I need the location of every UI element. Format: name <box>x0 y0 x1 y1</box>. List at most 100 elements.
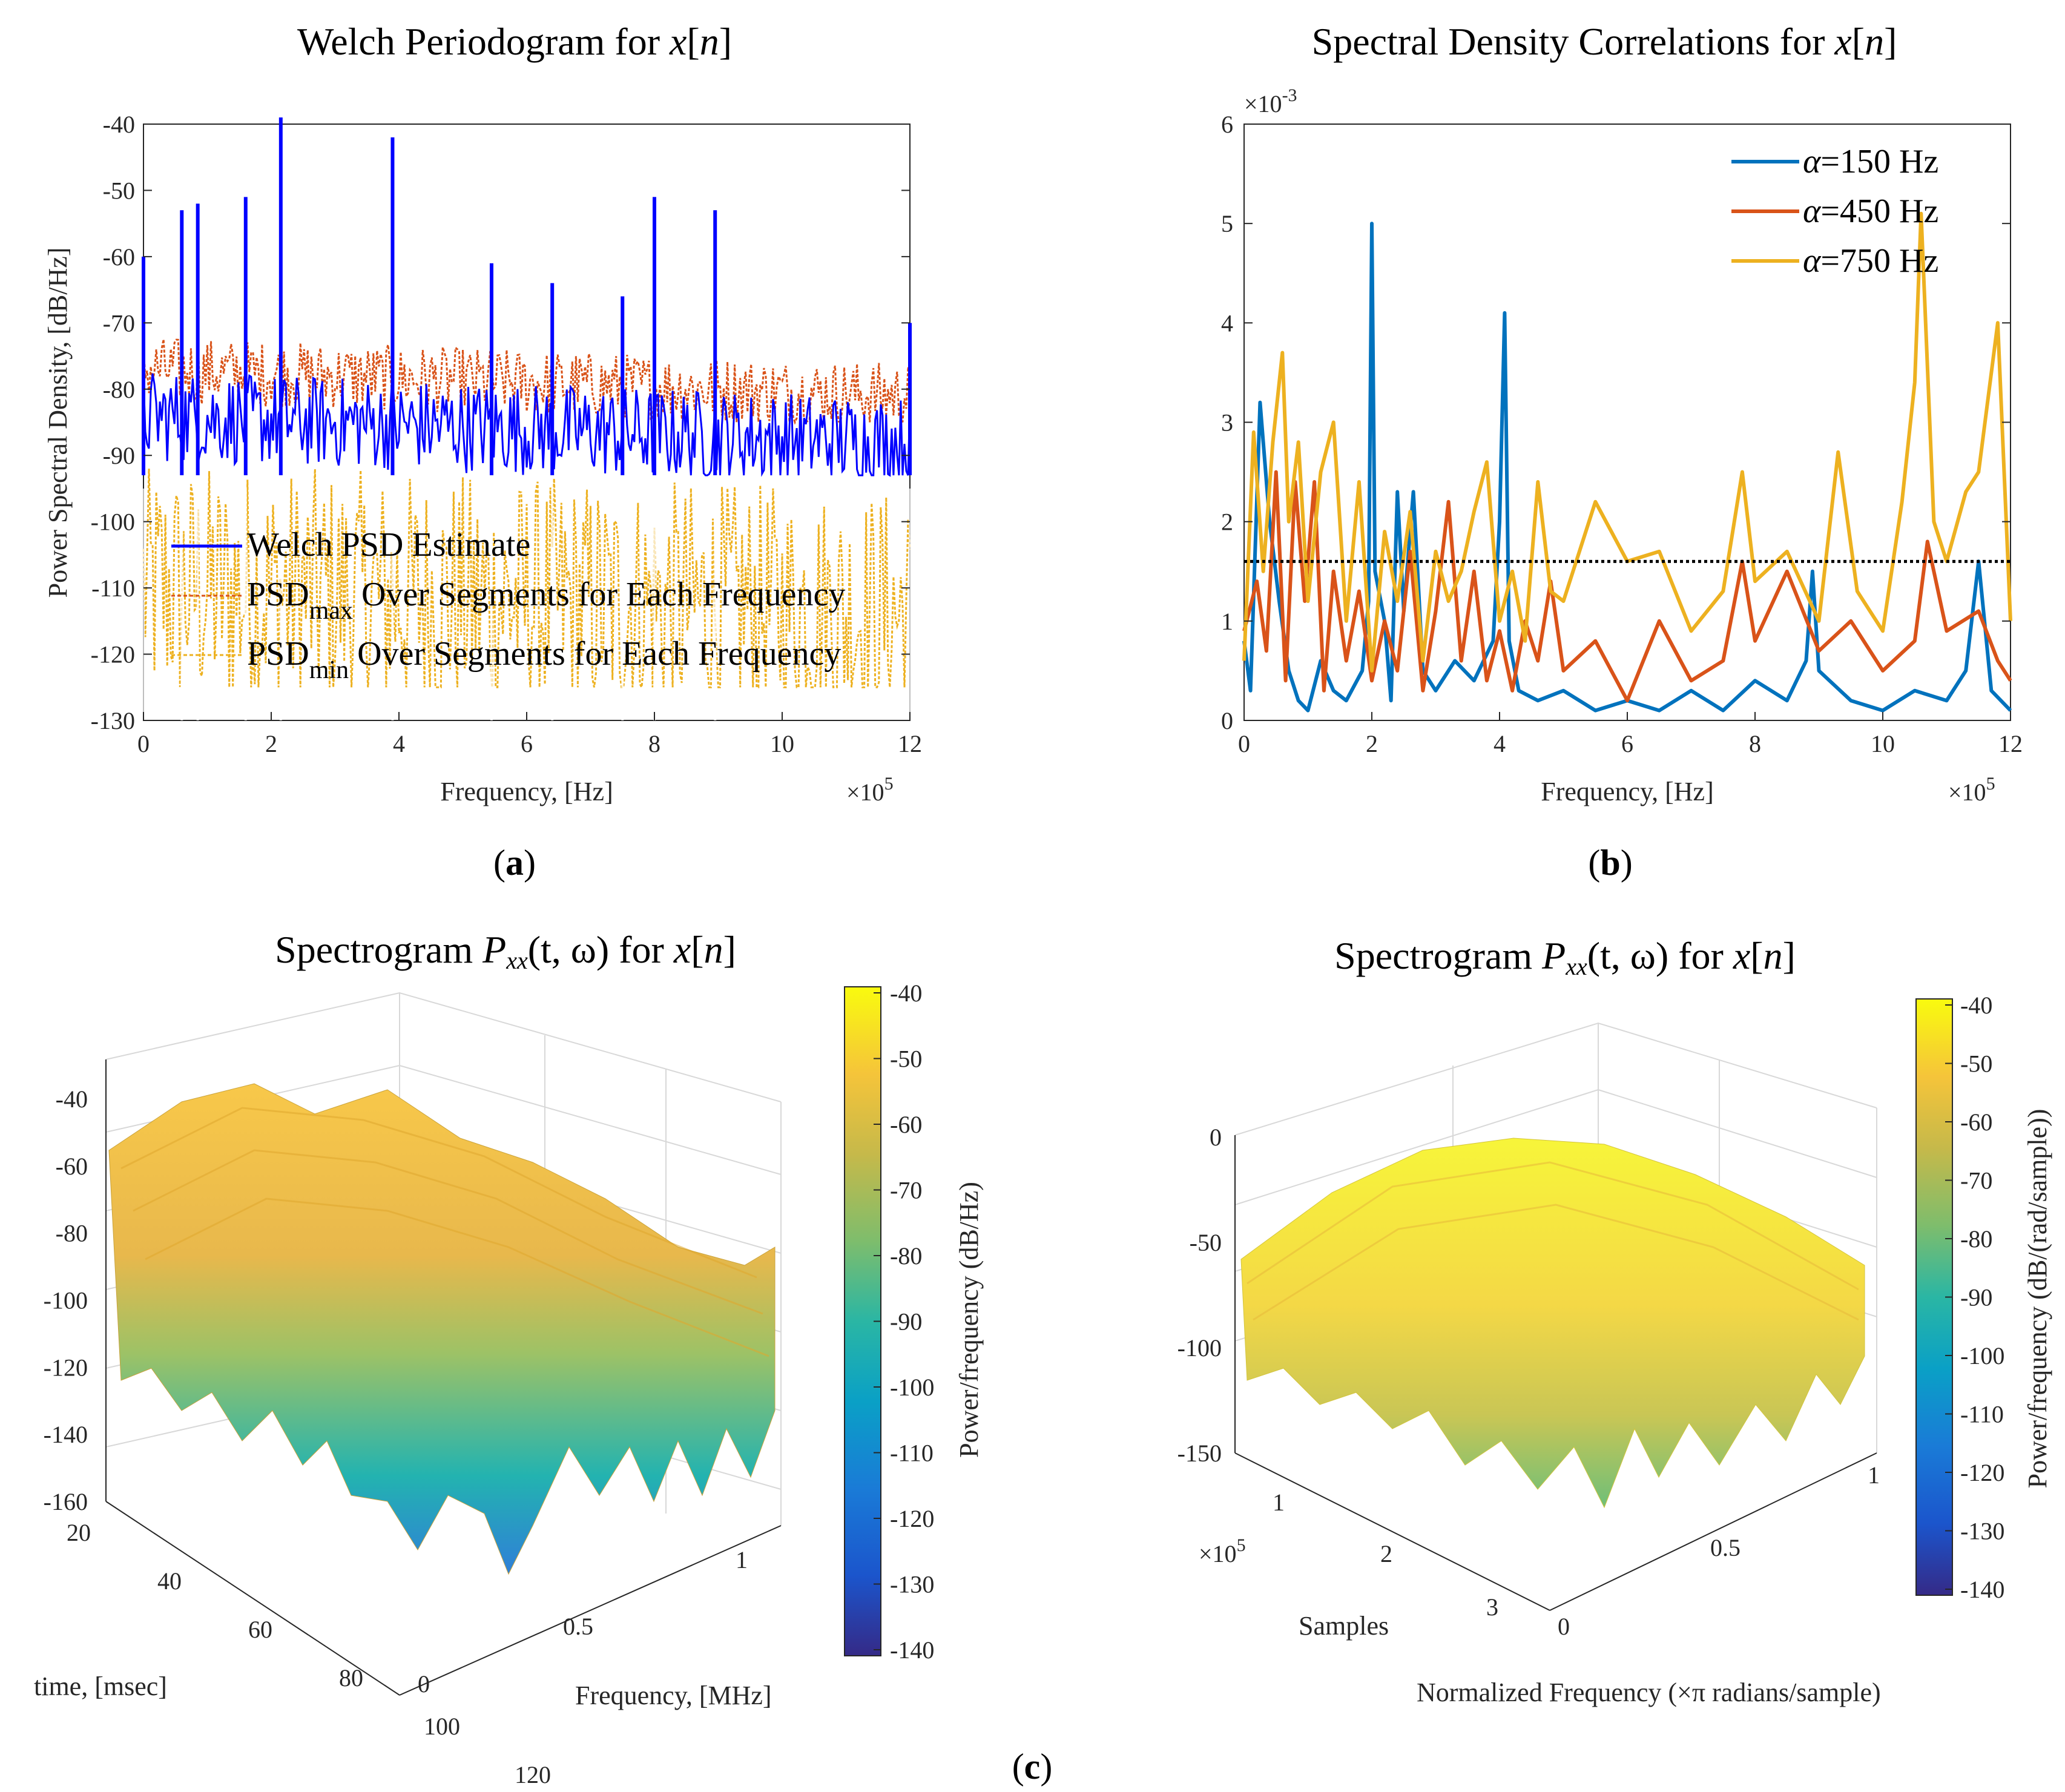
panel-c-left-colorbar-tick-label: -140 <box>890 1636 934 1664</box>
panel-c-left-ztick-label: -80 <box>56 1220 88 1247</box>
panel-c-left: Spectrogram Pxx(t, ω) for x[n] <box>34 928 984 1788</box>
panel-a-data <box>142 117 912 720</box>
psd-min-series <box>142 469 911 691</box>
panel-b-xtick-label: 2 <box>1366 730 1378 757</box>
legend-b-label: α=150 Hz <box>1803 143 1938 180</box>
panel-c-right-axes <box>1234 1135 1877 1611</box>
panel-c-right-ztick-label: 0 <box>1210 1124 1222 1151</box>
panel-c-right-colorbar-tick-label: -80 <box>1960 1225 1992 1253</box>
panel-a-xtick-label: 4 <box>393 730 405 757</box>
panel-c-left-colorbar-tick-label: -100 <box>890 1374 934 1401</box>
panel-a-ytick-label: -120 <box>91 641 135 668</box>
panel-c-left-ztick-label: -120 <box>44 1354 88 1381</box>
panel-a-ytick-label: -100 <box>91 509 135 536</box>
panel-a-ytick-label: -90 <box>103 442 135 469</box>
panel-c-left-xtick-label: 40 <box>157 1567 182 1595</box>
psd-max-series <box>142 338 911 425</box>
panel-b-xlabel: Frequency, [Hz] <box>1541 777 1713 806</box>
panel-c-right-colorbar-tick-label: -110 <box>1960 1401 2004 1428</box>
panel-c-left-ztick-label: -60 <box>56 1153 88 1180</box>
panel-c-right-colorbar-label: Power/frequency (dB/(rad/sample)) <box>2023 1109 2052 1489</box>
panel-c-right-colorbar-tick-label: -60 <box>1960 1108 1992 1136</box>
panel-a-xtick-label: 10 <box>770 730 794 757</box>
panel-c-left-ztick-label: -100 <box>44 1287 88 1314</box>
panel-c-right-ytick-label: 1 <box>1868 1461 1880 1489</box>
panel-c-left-ytick-label: 0.5 <box>563 1613 593 1640</box>
panel-c-left-xtick-label: 80 <box>339 1664 363 1692</box>
panel-b-legend: α=150 Hz α=450 Hz α=750 Hz <box>1731 143 1938 280</box>
panel-c-left-colorbar-tick-label: -120 <box>890 1505 934 1532</box>
panel-c-left-surface <box>108 1083 776 1575</box>
panel-c-left-ztick-label: -40 <box>56 1085 88 1113</box>
panel-b-ytick-label: 6 <box>1221 111 1233 138</box>
panel-c-right-colorbar-tick-label: -140 <box>1960 1576 2004 1603</box>
panel-c-left-title: Spectrogram Pxx(t, ω) for x[n] <box>275 928 736 974</box>
panel-b-ytick-label: 2 <box>1221 509 1233 536</box>
panel-b-series-line <box>1242 211 2012 673</box>
panel-b-ytick-label: 3 <box>1221 409 1233 436</box>
panel-c-left-ztick-label: -140 <box>44 1421 88 1448</box>
panel-c-right-xtick-label: 1 <box>1273 1489 1285 1516</box>
panel-c-right-x-multiplier: ×105 <box>1199 1535 1246 1567</box>
panel-b: Spectral Density Correlations for x[n] 0… <box>1221 20 2023 883</box>
panel-c-left-ticks: -40 -60 -80 -100 -120 -140 -160 20 40 60 80 100 120 0… <box>44 1085 748 1788</box>
panel-c-right-surface <box>1240 1138 1865 1509</box>
panel-a-ytick-label: -80 <box>103 376 135 403</box>
panel-c-right-colorbar-tick-label: -90 <box>1960 1284 1992 1311</box>
panel-a-title: Welch Periodogram for x[n] <box>297 20 732 63</box>
panel-a-ytick-label: -60 <box>103 243 135 271</box>
panel-b-ytick-label: 1 <box>1221 608 1233 635</box>
panel-b-title: Spectral Density Correlations for x[n] <box>1312 20 1897 63</box>
panel-a-ytick-label: -40 <box>103 111 135 138</box>
panel-b-xtick-label: 6 <box>1621 730 1633 757</box>
panel-c-left-colorbar-ticks: -40 -50 -60 -70 -80 -90 -100 -110 -120 -130 -140 <box>874 980 934 1664</box>
panel-c-left-xtick-label: 120 <box>515 1761 551 1788</box>
panel-c-right-colorbar-tick-label: -40 <box>1960 992 1992 1019</box>
panel-c-right-xlabel: Samples <box>1299 1611 1389 1641</box>
panel-a-ylabel: Power Spectral Density, [dB/Hz] <box>43 248 73 598</box>
welch-psd-series <box>142 373 911 477</box>
panel-c-right-ztick-label: -100 <box>1177 1334 1222 1362</box>
panel-c-left-ytick-label: 0 <box>418 1670 430 1698</box>
panel-c-right-ytick-label: 0 <box>1558 1613 1570 1640</box>
panel-a-xlabel: Frequency, [Hz] <box>440 777 613 806</box>
panel-c-right-colorbar-tick-label: -120 <box>1960 1459 2004 1486</box>
panel-b-series-line <box>1242 222 2012 713</box>
panel-c-left-xtick-label: 20 <box>67 1519 91 1546</box>
panel-b-ytick-label: 0 <box>1221 707 1233 734</box>
panel-c-right-colorbar-tick-label: -70 <box>1960 1167 1992 1194</box>
panel-a-x-multiplier: ×105 <box>846 774 894 806</box>
panel-b-x-multiplier: ×105 <box>1948 774 1995 806</box>
panel-c-left-axes <box>105 1059 782 1696</box>
panel-c-right-ylabel: Normalized Frequency (×π radians/sample) <box>1417 1678 1881 1707</box>
panel-c-left-colorbar-tick-label: -60 <box>890 1111 922 1138</box>
panel-b-series-line <box>1242 470 2012 703</box>
panel-c-left-xtick-label: 60 <box>248 1616 272 1643</box>
panel-c-right-colorbar-tick-label: -50 <box>1960 1050 1992 1078</box>
panel-a-legend: Welch PSD Estimate PSDmax Over Segments f… <box>171 526 845 684</box>
legend-a-label: PSDmin Over Segments for Each Frequency <box>247 635 841 684</box>
panel-c-right-xtick-label: 2 <box>1380 1540 1392 1567</box>
panel-c-right-ztick-label: -150 <box>1177 1440 1222 1467</box>
panel-b-xtick-label: 8 <box>1749 730 1761 757</box>
panel-c-left-colorbar-tick-label: -50 <box>890 1046 922 1073</box>
legend-b-label: α=450 Hz <box>1803 193 1938 230</box>
panel-c-left-ylabel: Frequency, [MHz] <box>575 1681 772 1710</box>
panel-b-ytick-label: 4 <box>1221 309 1233 337</box>
panel-a-ytick-label: -130 <box>91 707 135 734</box>
panel-a-xtick-label: 8 <box>648 730 660 757</box>
panel-c-left-colorbar-tick-label: -80 <box>890 1242 922 1270</box>
panel-c-right-xtick-label: 3 <box>1486 1593 1498 1621</box>
panel-c-right: Spectrogram Pxx(t, ω) for x[n] 0-50-100-… <box>1177 934 2052 1707</box>
panel-c-left-colorbar-tick-label: -40 <box>890 980 922 1007</box>
panel-a-xtick-label: 6 <box>521 730 533 757</box>
panel-c-right-colorbar-ticks: -40 -50 -60 -70 -80 -90 -100 -110 -120 -130 -140 <box>1945 992 2004 1603</box>
panel-a-ytick-label: -70 <box>103 309 135 337</box>
panel-c-left-colorbar-label: Power/frequency (dB/Hz) <box>954 1182 984 1458</box>
panel-c-right-colorbar-tick-label: -100 <box>1960 1342 2004 1369</box>
panel-c-left-colorbar-tick-label: -90 <box>890 1308 922 1336</box>
panel-b-ytick-label: 5 <box>1221 210 1233 237</box>
panel-b-caption: (b) <box>1588 843 1632 883</box>
